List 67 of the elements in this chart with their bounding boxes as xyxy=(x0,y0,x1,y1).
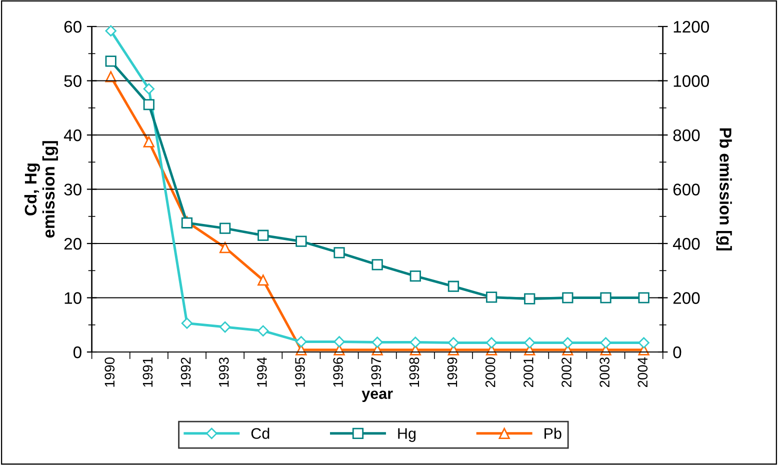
y2-tick-label: 600 xyxy=(673,184,700,196)
point xyxy=(143,136,154,148)
point xyxy=(410,336,422,348)
point xyxy=(143,99,154,110)
x-axis-title: year xyxy=(362,390,393,402)
x-tick-label: 1990 xyxy=(104,357,115,387)
point xyxy=(600,292,612,304)
y-tick-label: 60 xyxy=(64,20,82,33)
point xyxy=(181,318,193,329)
point xyxy=(105,56,116,67)
y-tick-label: 20 xyxy=(64,238,82,250)
point xyxy=(219,222,231,234)
x-tick-label: 1998 xyxy=(409,357,420,387)
y2-tick-label: 1000 xyxy=(674,75,710,87)
x-tick-label: 2002 xyxy=(562,358,572,388)
x-tick-label: 1994 xyxy=(257,357,267,387)
point xyxy=(448,337,460,348)
y2-tick-label: 400 xyxy=(672,238,700,250)
point xyxy=(410,270,421,282)
y-tick-label: 30 xyxy=(64,184,82,196)
point xyxy=(562,292,574,304)
point xyxy=(258,274,269,286)
x-tick-label: 1995 xyxy=(295,357,305,387)
point xyxy=(562,337,574,348)
point xyxy=(296,336,307,348)
point xyxy=(448,280,460,292)
point xyxy=(486,292,498,303)
point xyxy=(524,293,536,304)
y-tick-label: 0 xyxy=(73,346,82,358)
point xyxy=(334,247,345,258)
point xyxy=(600,337,612,348)
x-tick-label: 2004 xyxy=(638,357,648,388)
x-tick-label: 1991 xyxy=(142,358,153,387)
point xyxy=(258,230,269,241)
y-axis-title: Cd, Hg emission [g] xyxy=(24,141,58,238)
point xyxy=(486,337,498,348)
x-tick-label: 1996 xyxy=(333,357,343,387)
y2-tick-label: 200 xyxy=(673,292,700,304)
y2-tick-label: 800 xyxy=(673,129,700,142)
point xyxy=(219,321,231,333)
y-tick-label: 40 xyxy=(64,129,82,142)
point xyxy=(638,337,650,348)
x-tick-label: 1997 xyxy=(371,358,382,387)
point xyxy=(638,292,650,304)
point xyxy=(296,236,307,247)
y2-axis-title: Pb emission [g] xyxy=(716,128,732,250)
y2-tick-label: 1200 xyxy=(674,20,710,33)
point xyxy=(524,337,536,348)
legend-label: Pb xyxy=(544,428,562,439)
x-tick-label: 2000 xyxy=(485,357,496,388)
point xyxy=(105,25,116,36)
point xyxy=(258,325,269,336)
x-tick-label: 2001 xyxy=(524,358,534,388)
y-tick-label: 10 xyxy=(64,292,82,304)
x-tick-label: 1992 xyxy=(180,358,191,387)
legend-label: Hg xyxy=(398,428,416,442)
point xyxy=(143,83,155,94)
x-tick-label: 1993 xyxy=(218,357,229,387)
x-tick-label: 1999 xyxy=(447,358,458,387)
point xyxy=(219,242,231,254)
y-tick-label: 50 xyxy=(64,75,82,87)
legend-label: Cd xyxy=(251,428,270,439)
point xyxy=(372,336,383,348)
x-tick-label: 2003 xyxy=(600,357,610,388)
point xyxy=(334,336,345,348)
point xyxy=(372,259,383,270)
y2-tick-label: 0 xyxy=(673,346,682,358)
